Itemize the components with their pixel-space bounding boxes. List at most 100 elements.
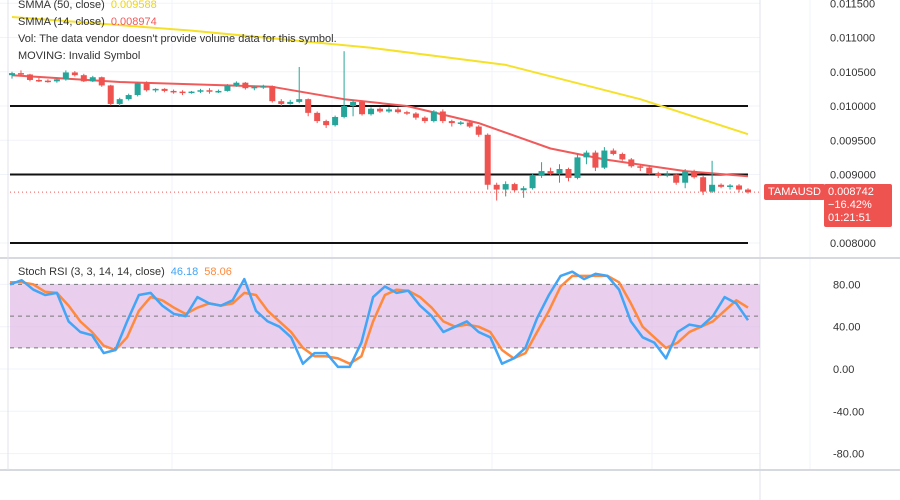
candle-body	[637, 166, 644, 168]
candle-body	[260, 86, 267, 88]
price-axis-label: 0.011000	[830, 33, 875, 45]
candle	[466, 121, 473, 128]
candle-body	[107, 85, 114, 104]
candle	[134, 82, 141, 97]
candle	[439, 109, 446, 124]
candle	[745, 188, 751, 194]
symbol-price-tag: TAMAUSD	[764, 184, 825, 200]
last-price-tag: 0.008742 −16.42% 01:21:51	[824, 184, 892, 227]
candle	[242, 82, 249, 90]
candle	[152, 88, 159, 93]
candle-body	[439, 111, 446, 122]
candle	[35, 77, 42, 83]
candle	[179, 90, 186, 96]
candle-body	[718, 184, 725, 187]
candle-body	[26, 74, 33, 80]
candle	[377, 107, 383, 113]
candle-body	[421, 117, 428, 122]
candle-body	[287, 101, 294, 104]
candle-body	[53, 79, 60, 82]
candle	[610, 148, 617, 156]
candle-body	[224, 85, 231, 91]
candle	[583, 150, 590, 165]
candle-body	[493, 184, 500, 190]
candle	[412, 112, 419, 120]
candle	[287, 99, 294, 105]
candle	[421, 116, 428, 124]
candle	[601, 147, 608, 170]
smma50-value: 0.009588	[110, 0, 157, 11]
candle	[62, 70, 69, 81]
candle-body	[655, 173, 662, 176]
candle	[296, 66, 303, 104]
candle	[646, 166, 653, 175]
candle	[278, 99, 285, 106]
candle	[98, 76, 105, 87]
stoch-k-value: 46.18	[170, 266, 199, 278]
candle-body	[269, 86, 276, 102]
stoch-rsi-legend: Stoch RSI (3, 3, 14, 14, close) 46.18 58.0…	[18, 266, 232, 278]
candle	[80, 73, 87, 83]
candle-body	[709, 184, 716, 192]
candle	[619, 152, 626, 161]
smma14-legend: SMMA (14, close) 0.008974	[18, 16, 157, 28]
candle	[709, 160, 716, 193]
candle-body	[385, 109, 392, 112]
candle	[116, 97, 123, 106]
candle-body	[565, 169, 572, 178]
candle-body	[332, 116, 339, 126]
candle	[664, 171, 671, 178]
candle-body	[628, 159, 635, 167]
candle	[350, 99, 357, 117]
candle	[341, 51, 348, 119]
candle-body	[592, 152, 599, 168]
stoch-axis-label: -40.00	[833, 406, 864, 418]
candle-body	[341, 106, 348, 117]
candle-body	[610, 150, 617, 154]
candle	[637, 164, 644, 172]
candle	[628, 158, 635, 168]
candle	[233, 81, 240, 87]
candle-body	[403, 112, 410, 114]
candle	[107, 84, 114, 106]
candle-body	[80, 75, 87, 82]
candle	[188, 90, 195, 94]
candle	[457, 121, 464, 126]
price-axis-label: 0.010500	[830, 67, 876, 79]
candle-body	[206, 90, 213, 92]
candle-body	[727, 185, 734, 187]
candle	[682, 169, 689, 189]
candle	[511, 182, 518, 192]
candle-body	[511, 184, 518, 191]
candle	[502, 181, 509, 197]
candle	[89, 75, 96, 83]
candle-body	[17, 73, 24, 75]
candle-body	[745, 189, 751, 193]
stoch-axis-label: -80.00	[833, 449, 864, 461]
candle-body	[215, 90, 222, 93]
candle	[269, 85, 276, 103]
candle	[385, 107, 392, 113]
candle-body	[736, 185, 743, 190]
candle	[736, 184, 743, 193]
candle-body	[35, 79, 42, 82]
candle-body	[98, 77, 105, 86]
candle	[125, 93, 132, 101]
candle	[260, 84, 267, 89]
candle-body	[574, 157, 581, 178]
candle-body	[619, 153, 626, 160]
price-axis-label: 0.010000	[830, 101, 876, 113]
candle	[206, 88, 213, 94]
price-change: −16.42%	[828, 199, 872, 211]
candle-body	[188, 91, 195, 94]
candle-body	[664, 174, 671, 176]
candle	[17, 70, 24, 76]
candle	[484, 133, 491, 190]
candle	[538, 162, 545, 178]
candle-body	[583, 152, 590, 158]
last-price: 0.008742	[828, 186, 874, 198]
candle	[592, 150, 599, 172]
candle-body	[125, 95, 132, 100]
